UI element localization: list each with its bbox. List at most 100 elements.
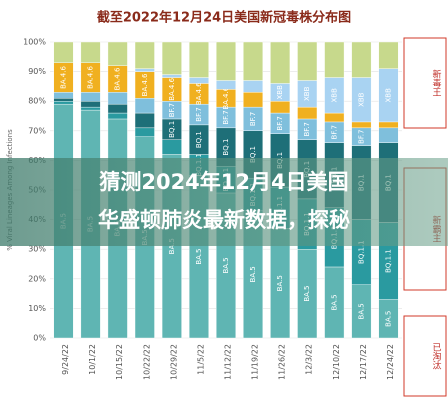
segment-label: BA.4.6 <box>60 66 68 89</box>
segment-label: BA.5 <box>330 294 338 310</box>
bar-segment <box>243 92 264 108</box>
x-tick-label: 10/1/22 <box>88 344 97 375</box>
segment-label: BA.4.6 <box>87 66 95 89</box>
bar-segment <box>134 127 155 137</box>
segment-label: BF.7 <box>330 125 338 139</box>
segment-label: BA.4.6 <box>168 77 176 100</box>
bar-segment <box>80 41 101 63</box>
x-tick-label: 12/3/22 <box>305 344 314 375</box>
x-tick-label: 12/24/22 <box>386 344 395 380</box>
segment-label: XBB <box>330 88 338 103</box>
segment-label: BA.5 <box>384 311 392 327</box>
bar-segment <box>216 80 236 90</box>
segment-label: XBB <box>357 92 365 107</box>
bar-segment <box>134 98 155 114</box>
bar-segment <box>53 41 74 63</box>
segment-label: BA.4.6 <box>195 82 203 105</box>
annotation-box <box>403 37 447 129</box>
bar-segment <box>324 112 345 123</box>
annotation-box <box>403 315 447 397</box>
segment-label: BA.5 <box>357 303 365 319</box>
x-tick-label: 12/17/22 <box>359 344 368 380</box>
overlay-text: 华盛顿肺炎最新数据，探秘 <box>98 208 350 232</box>
segment-label: BQ.1 <box>168 121 176 138</box>
x-tick-label: 11/19/22 <box>251 344 260 380</box>
segment-label: BQ.1.1 <box>357 240 365 264</box>
y-tick-label: 90% <box>28 67 46 76</box>
segment-label: BQ.1 <box>195 131 203 148</box>
x-tick-label: 10/29/22 <box>169 344 178 380</box>
segment-label: BF.7 <box>276 116 284 130</box>
segment-label: BA.4.6 <box>141 73 149 96</box>
bar-segment <box>107 92 128 105</box>
annotation: 新毒王 <box>431 68 442 96</box>
bar-segment <box>161 74 182 78</box>
bar-segment <box>161 139 182 155</box>
x-tick-label: 12/10/22 <box>332 344 341 380</box>
segment-label: BF.7 <box>357 130 365 144</box>
segment-label: BA.5 <box>168 238 176 254</box>
bar-segment <box>53 100 74 105</box>
bar-segment <box>80 106 101 111</box>
x-tick-label: 11/26/22 <box>278 344 287 380</box>
bar-segment <box>351 121 372 129</box>
segment-label: BA.5 <box>303 286 311 302</box>
y-tick-label: 10% <box>28 304 46 313</box>
x-tick-label: 9/24/22 <box>61 344 70 375</box>
bar-segment <box>270 100 291 114</box>
bar-segment <box>188 77 209 84</box>
bar-segment <box>297 106 318 120</box>
bar-segment <box>80 100 101 108</box>
y-tick-label: 80% <box>28 97 46 106</box>
bar-segment <box>216 41 236 81</box>
segment-label: BA.4.6 <box>114 67 122 90</box>
segment-label: XBB <box>303 86 311 101</box>
bar-segment <box>188 41 209 78</box>
x-tick-label: 10/15/22 <box>115 344 124 380</box>
bar-segment <box>351 41 372 78</box>
x-tick-label: 11/12/22 <box>224 344 233 380</box>
bar-segment <box>324 41 345 78</box>
segment-label: BA.4.6 <box>222 86 230 109</box>
bar-segment <box>107 41 128 66</box>
segment-label: BF.7 <box>249 112 257 126</box>
segment-label: BA.5 <box>222 257 230 273</box>
segment-label: BF.7 <box>222 110 230 124</box>
y-tick-label: 100% <box>23 38 46 47</box>
bar-segment <box>80 92 101 102</box>
bar-segment <box>243 41 264 81</box>
segment-label: BQ.1.1 <box>384 249 392 273</box>
segment-label: BF.7 <box>303 122 311 136</box>
x-tick-label: 10/22/22 <box>142 344 151 380</box>
bar-segment <box>243 80 264 93</box>
segment-label: BF.7 <box>195 107 203 121</box>
segment-label: BA.5 <box>195 249 203 265</box>
bar-segment <box>297 41 318 81</box>
bar-segment <box>378 121 399 129</box>
bar-segment <box>378 127 399 143</box>
overlay-band <box>0 158 448 246</box>
y-tick-label: 70% <box>28 126 46 135</box>
y-tick-label: 30% <box>28 245 46 254</box>
bar-segment <box>107 103 128 114</box>
annotation: 已淘汰 <box>431 342 442 370</box>
bar-segment <box>107 112 128 120</box>
segment-label: XBB <box>276 85 284 100</box>
bar-segment <box>134 112 155 129</box>
segment-label: XBB <box>384 88 392 103</box>
segment-label: BA.5 <box>276 275 284 291</box>
segment-label: BQ.1 <box>222 139 230 156</box>
y-tick-label: 20% <box>28 274 46 283</box>
chart-title: 截至2022年12月24日美国新冠毒株分布图 <box>97 10 351 26</box>
bar-segment <box>134 41 155 69</box>
bar-segment <box>161 41 182 75</box>
segment-label: BQ.1 <box>249 146 257 163</box>
bar-segment <box>134 68 155 72</box>
bar-segment <box>53 98 74 102</box>
bar-segment <box>53 92 74 99</box>
y-tick-label: 0% <box>33 334 46 343</box>
segment-label: BA.5 <box>249 266 257 282</box>
x-tick-label: 11/5/22 <box>196 344 205 375</box>
bar-segment <box>378 41 399 69</box>
bar-segment <box>270 41 291 84</box>
